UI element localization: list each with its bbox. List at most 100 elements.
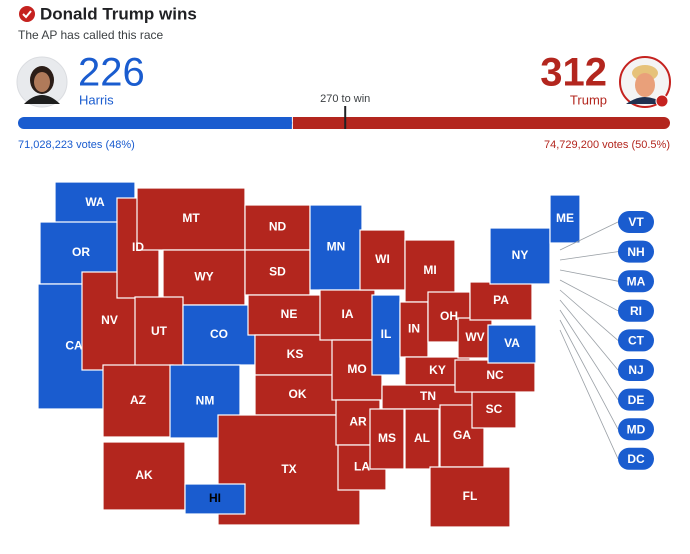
small-state-badge xyxy=(618,418,654,441)
threshold-label: 270 to win xyxy=(320,93,370,105)
state-label: NY xyxy=(512,248,529,262)
state xyxy=(457,317,493,359)
small-state-badge xyxy=(618,329,654,352)
small-state-badge xyxy=(618,240,654,263)
small-state-label: DE xyxy=(628,393,645,407)
state-label: WA xyxy=(85,195,105,209)
state-label: LA xyxy=(354,460,370,474)
state-label: IA xyxy=(342,307,354,321)
harris-name: Harris xyxy=(79,92,114,107)
small-state-badge xyxy=(618,447,654,470)
state-label: AL xyxy=(414,431,430,445)
state-label: GA xyxy=(453,428,471,442)
small-state-label: VT xyxy=(628,215,644,229)
trump-name: Trump xyxy=(570,92,607,107)
state-label: SD xyxy=(269,265,286,279)
state xyxy=(487,324,537,364)
state-label: WV xyxy=(465,330,484,344)
small-state-badge xyxy=(618,211,654,233)
state xyxy=(359,229,406,291)
small-state-label: NH xyxy=(627,245,644,259)
state-label: HI xyxy=(209,491,221,505)
small-state-label: RI xyxy=(630,304,642,318)
state xyxy=(454,359,536,393)
title: Donald Trump wins xyxy=(40,4,197,23)
trump-votes: 74,729,200 votes (50.5%) xyxy=(544,139,670,151)
small-state-label: MA xyxy=(627,274,646,288)
trump-photo xyxy=(619,56,671,108)
state xyxy=(182,304,256,366)
state-label: MN xyxy=(327,240,346,254)
leader-line xyxy=(559,299,619,371)
state xyxy=(549,194,581,244)
state xyxy=(429,466,511,528)
state-label: FL xyxy=(463,489,478,503)
small-state-badge xyxy=(618,388,654,411)
state-label: IL xyxy=(381,327,392,341)
state xyxy=(184,483,246,515)
harris-photo xyxy=(16,56,68,108)
state-label: UT xyxy=(151,324,168,338)
small-state-label: DC xyxy=(627,452,645,466)
leader-line xyxy=(559,221,619,251)
state-label: CA xyxy=(65,339,83,353)
state-label: AK xyxy=(135,468,153,482)
harris-bar-join xyxy=(285,117,292,129)
state-label: KS xyxy=(287,347,304,361)
small-state-label: NJ xyxy=(628,363,643,377)
leader-line xyxy=(559,319,619,430)
state-label: NV xyxy=(101,313,118,327)
state-label: OH xyxy=(440,309,458,323)
harris-electoral-votes: 226 xyxy=(78,51,145,95)
leader-line xyxy=(559,251,619,261)
small-state-badge xyxy=(618,359,654,381)
state xyxy=(309,204,363,291)
state-label: ME xyxy=(556,211,574,225)
state xyxy=(244,249,311,296)
trump-bar-join xyxy=(292,117,299,129)
harris-bar xyxy=(18,117,292,129)
leader-line xyxy=(559,329,619,459)
state-label: VA xyxy=(504,336,520,350)
state-label: WI xyxy=(375,252,390,266)
check-icon xyxy=(19,6,35,22)
state xyxy=(489,227,551,285)
state-label: PA xyxy=(493,293,509,307)
state xyxy=(371,294,401,376)
state-label: NC xyxy=(486,368,504,382)
state-label: CO xyxy=(210,327,228,341)
leader-line xyxy=(559,269,619,282)
state-label: OR xyxy=(72,245,90,259)
small-state-badge xyxy=(618,299,654,322)
trump-electoral-votes: 312 xyxy=(540,51,607,95)
check-mark xyxy=(22,10,32,19)
state-label: SC xyxy=(486,402,503,416)
state-label: MI xyxy=(423,263,436,277)
state-label: TN xyxy=(420,389,436,403)
state-label: WY xyxy=(194,270,213,284)
state-label: ND xyxy=(269,220,287,234)
state xyxy=(102,441,186,511)
small-state-badge xyxy=(618,270,654,293)
leader-line xyxy=(559,309,619,400)
state-label: TX xyxy=(281,462,296,476)
state xyxy=(254,334,336,376)
state-label: NE xyxy=(281,307,298,321)
state-label: AR xyxy=(349,415,367,429)
state-label: NM xyxy=(196,394,215,408)
state-label: MS xyxy=(378,431,396,445)
harris-votes: 71,028,223 votes (48%) xyxy=(18,139,135,151)
state-label: AZ xyxy=(130,393,146,407)
leader-line xyxy=(559,289,619,341)
trump-bar xyxy=(292,117,670,129)
small-state-label: MD xyxy=(627,422,646,436)
state xyxy=(404,408,440,470)
state xyxy=(244,204,311,251)
state-label: KY xyxy=(429,363,446,377)
state-label: MO xyxy=(347,362,366,376)
state-label: MT xyxy=(182,211,200,225)
state-label: ID xyxy=(132,240,144,254)
state xyxy=(369,408,405,470)
small-state-label: CT xyxy=(628,334,645,348)
